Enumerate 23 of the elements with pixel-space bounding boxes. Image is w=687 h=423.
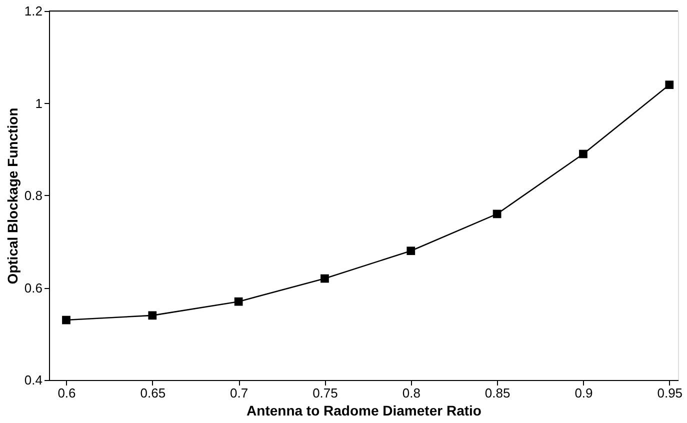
point (148, 311, 157, 320)
y-axis-title: Optical Blockage Function (4, 108, 20, 284)
x-tick-label: 0.6 (58, 386, 76, 400)
point (320, 274, 329, 283)
x-tick-label: 0.7 (230, 386, 248, 400)
point (492, 210, 502, 218)
x-tick-label: 0.95 (657, 386, 683, 400)
point (234, 297, 243, 306)
x-tick-label: 0.9 (574, 386, 593, 400)
y-tick-label: 0.8 (24, 188, 42, 203)
x-tick-label: 0.8 (402, 386, 420, 400)
y-tick-label: 1.2 (24, 4, 42, 18)
x-tick-label: 0.65 (140, 386, 166, 400)
y-tick-label: 0.4 (24, 372, 42, 388)
point (406, 246, 416, 256)
point (579, 150, 588, 158)
x-axis-title: Antenna to Radome Diameter Ratio (246, 402, 482, 418)
point (665, 80, 674, 89)
x-tick-label: 0.75 (312, 386, 338, 400)
x-tick-label: 0.85 (484, 386, 510, 400)
point (62, 316, 70, 324)
y-tick-label: 0.6 (24, 280, 42, 296)
y-tick-label: 1 (35, 96, 42, 111)
